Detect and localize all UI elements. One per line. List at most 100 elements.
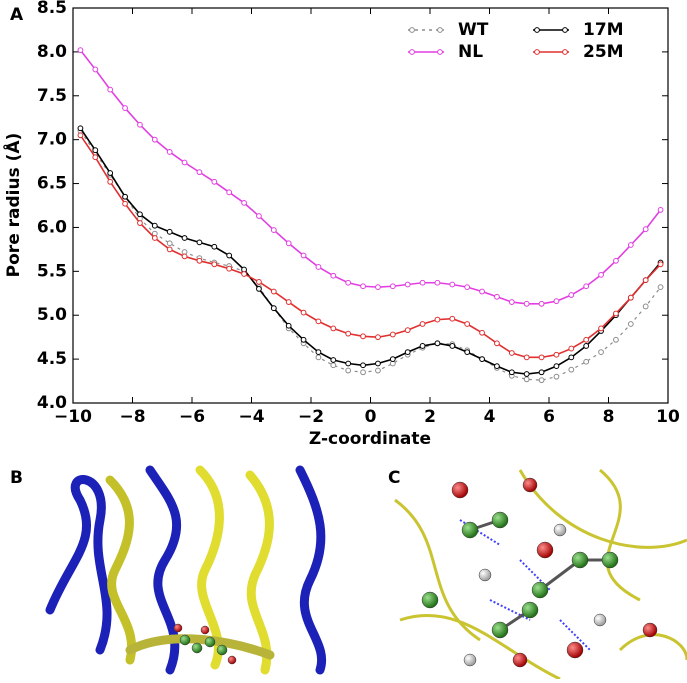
- data-point: [508, 350, 515, 356]
- data-point: [181, 159, 188, 166]
- data-point: [538, 354, 545, 361]
- data-point: [494, 363, 500, 370]
- data-point: [345, 360, 352, 367]
- data-point: [196, 169, 203, 176]
- data-point: [375, 360, 381, 367]
- data-point: [122, 193, 128, 200]
- data-point: [256, 278, 262, 285]
- data-point: [419, 279, 426, 286]
- data-point: [137, 211, 143, 218]
- legend-marker: [534, 27, 540, 33]
- data-point: [270, 305, 277, 312]
- data-point: [166, 228, 173, 235]
- data-point: [464, 349, 471, 355]
- data-point: [598, 349, 604, 355]
- data-point: [583, 358, 590, 365]
- data-point: [77, 132, 84, 139]
- data-point: [330, 362, 337, 369]
- data-point: [330, 325, 337, 332]
- panel-b-image: [33, 462, 341, 679]
- data-point: [360, 369, 366, 376]
- data-point: [419, 343, 426, 349]
- data-point: [568, 366, 575, 373]
- data-point: [226, 252, 233, 259]
- data-point: [315, 354, 322, 361]
- data-point: [241, 271, 247, 277]
- data-point: [181, 235, 188, 241]
- data-point: [538, 377, 545, 384]
- legend-marker: [534, 49, 540, 55]
- y-tick-label: 6.5: [37, 174, 67, 194]
- data-point: [375, 367, 381, 374]
- data-point: [449, 343, 456, 349]
- data-point: [196, 239, 203, 246]
- data-point: [300, 252, 307, 259]
- data-point: [360, 362, 366, 369]
- data-point: [642, 277, 649, 284]
- x-tick-label: 6: [543, 407, 555, 427]
- data-point: [404, 349, 411, 355]
- data-point: [107, 178, 114, 185]
- data-point: [345, 367, 352, 374]
- data-point: [345, 330, 352, 337]
- legend-marker: [562, 49, 568, 55]
- data-point: [642, 226, 649, 233]
- data-point: [345, 279, 352, 286]
- data-point: [657, 206, 664, 213]
- data-point: [181, 253, 188, 260]
- data-point: [92, 147, 99, 154]
- series-line: [79, 130, 662, 381]
- data-point: [404, 281, 411, 288]
- data-point: [375, 334, 381, 341]
- data-point: [568, 345, 575, 352]
- y-tick-label: 4.0: [37, 393, 67, 413]
- data-point: [360, 333, 366, 340]
- x-tick-label: 10: [656, 407, 680, 427]
- legend-label: NL: [458, 42, 483, 62]
- legend-marker: [562, 27, 568, 33]
- data-point: [464, 321, 471, 327]
- data-point: [166, 149, 173, 155]
- data-point: [598, 325, 604, 332]
- legend-label: WT: [458, 20, 489, 40]
- data-point: [434, 279, 441, 286]
- data-point: [166, 240, 173, 247]
- data-point: [627, 294, 634, 301]
- data-point: [479, 356, 485, 363]
- data-point: [315, 318, 322, 325]
- x-tick-label: 4: [484, 407, 496, 427]
- data-point: [538, 300, 545, 307]
- data-point: [107, 170, 114, 176]
- data-point: [122, 105, 128, 111]
- data-point: [389, 283, 396, 290]
- data-point: [479, 288, 485, 295]
- x-tick-label: −4: [238, 407, 264, 427]
- y-tick-label: 4.5: [37, 349, 67, 369]
- data-point: [657, 261, 664, 268]
- data-point: [211, 178, 218, 185]
- data-point: [360, 283, 366, 290]
- data-point: [538, 369, 545, 376]
- data-point: [77, 125, 84, 132]
- data-point: [137, 121, 143, 128]
- y-tick-label: 7.5: [37, 86, 67, 106]
- data-point: [211, 243, 218, 250]
- data-point: [464, 284, 471, 291]
- data-point: [285, 322, 292, 329]
- data-point: [568, 354, 575, 361]
- data-point: [598, 271, 604, 278]
- data-point: [256, 213, 262, 219]
- legend-label: 25M: [583, 42, 624, 62]
- data-point: [613, 310, 619, 317]
- data-point: [315, 264, 322, 270]
- data-point: [330, 357, 337, 363]
- data-point: [389, 356, 396, 363]
- data-point: [627, 321, 634, 327]
- x-axis-label: Z-coordinate: [309, 429, 431, 449]
- data-point: [315, 349, 322, 355]
- data-point: [553, 373, 560, 380]
- plot-area: 4.0 4.5 5.0 5.5 6.0 6.5 7.0 7.5 8.0 8.5 −10 −8 −6 −4 −…: [37, 0, 680, 427]
- x-tick-label: 8: [603, 407, 615, 427]
- data-point: [285, 240, 292, 247]
- data-point: [508, 369, 515, 376]
